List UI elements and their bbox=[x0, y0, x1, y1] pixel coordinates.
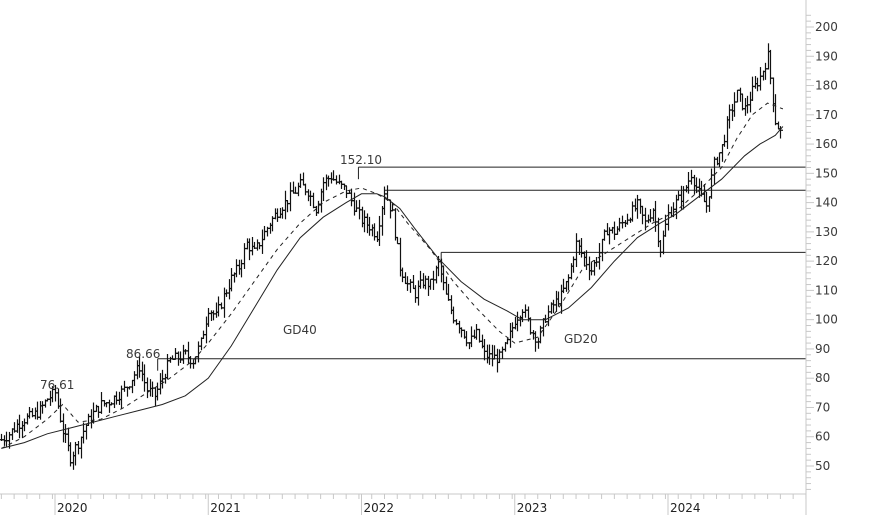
y-tick-label: 150 bbox=[815, 166, 838, 180]
x-tick-label: 2023 bbox=[517, 501, 548, 515]
ohlc-bars bbox=[0, 43, 783, 470]
gd40-line bbox=[1, 126, 784, 449]
y-tick-label: 110 bbox=[815, 283, 838, 297]
price-label-152-10: 152.10 bbox=[340, 153, 382, 167]
y-tick-label: 60 bbox=[815, 430, 830, 444]
x-tick-label: 2021 bbox=[210, 501, 241, 515]
price-label-76-61: 76.61 bbox=[40, 378, 74, 392]
y-tick-label: 80 bbox=[815, 371, 830, 385]
y-tick-label: 200 bbox=[815, 20, 838, 34]
x-axis: 2020 2021 2022 2023 2024 bbox=[0, 494, 807, 515]
y-tick-label: 100 bbox=[815, 313, 838, 327]
y-tick-label: 180 bbox=[815, 79, 838, 93]
gd20-line bbox=[1, 102, 784, 449]
price-label-86-66: 86.66 bbox=[126, 347, 160, 361]
gd20-label: GD20 bbox=[564, 332, 598, 346]
y-tick-label: 130 bbox=[815, 225, 838, 239]
y-tick-label: 190 bbox=[815, 49, 838, 63]
y-tick-label: 70 bbox=[815, 400, 830, 414]
y-tick-label: 90 bbox=[815, 342, 830, 356]
y-axis: 50 60 70 80 90 100 110 120 130 140 150 160 170 180 190… bbox=[806, 14, 838, 490]
y-tick-label: 170 bbox=[815, 108, 838, 122]
x-tick-label: 2024 bbox=[670, 501, 701, 515]
y-tick-label: 120 bbox=[815, 254, 838, 268]
x-tick-label: 2022 bbox=[364, 501, 395, 515]
y-tick-label: 50 bbox=[815, 459, 830, 473]
gd40-label: GD40 bbox=[283, 323, 317, 337]
x-tick-label: 2020 bbox=[57, 501, 88, 515]
horizontal-levels bbox=[157, 166, 806, 371]
y-tick-label: 140 bbox=[815, 196, 838, 210]
y-tick-label: 160 bbox=[815, 137, 838, 151]
